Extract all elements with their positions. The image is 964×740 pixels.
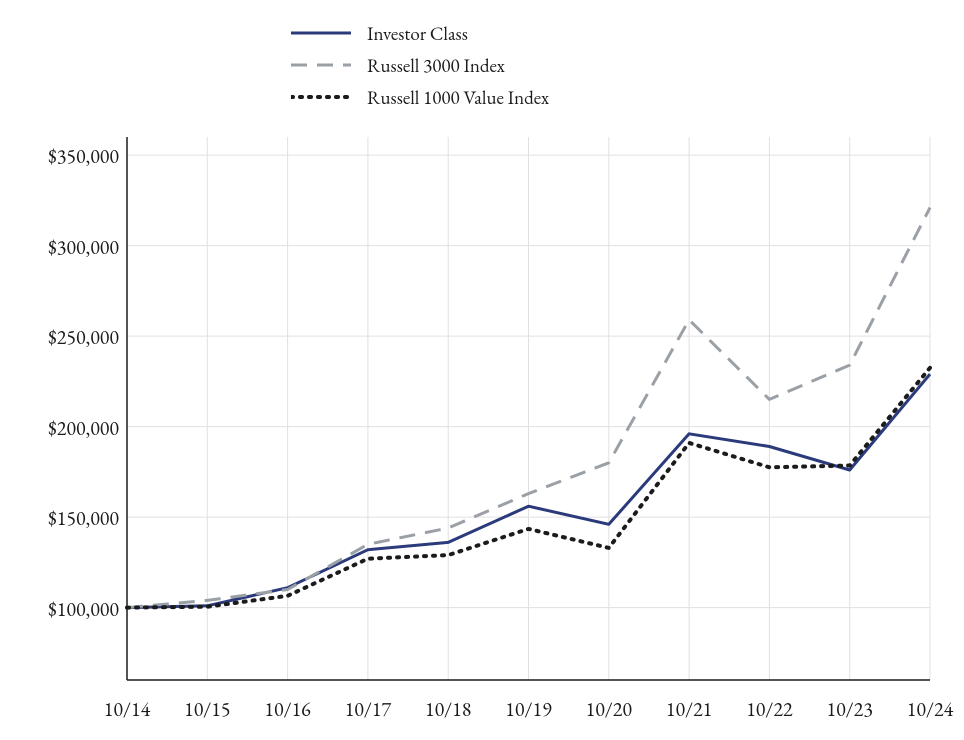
- x-tick-label: 10/21: [649, 696, 729, 722]
- y-tick-label: $250,000: [48, 324, 119, 350]
- y-tick-label: $350,000: [48, 143, 119, 169]
- y-tick-label: $300,000: [48, 234, 119, 260]
- y-tick-label: $200,000: [48, 415, 119, 441]
- x-tick-label: 10/19: [489, 696, 569, 722]
- y-tick-label: $150,000: [48, 505, 119, 531]
- y-tick-label: $100,000: [48, 596, 119, 622]
- growth-chart: Investor Class Russell 3000 Index Russel…: [0, 0, 964, 740]
- x-tick-label: 10/16: [248, 696, 328, 722]
- x-tick-label: 10/22: [729, 696, 809, 722]
- x-tick-label: 10/18: [408, 696, 488, 722]
- x-tick-label: 10/17: [328, 696, 408, 722]
- x-tick-label: 10/24: [890, 696, 964, 722]
- x-tick-label: 10/20: [569, 696, 649, 722]
- plot-area: [0, 0, 964, 740]
- x-tick-label: 10/15: [167, 696, 247, 722]
- x-tick-label: 10/23: [810, 696, 890, 722]
- x-tick-label: 10/14: [87, 696, 167, 722]
